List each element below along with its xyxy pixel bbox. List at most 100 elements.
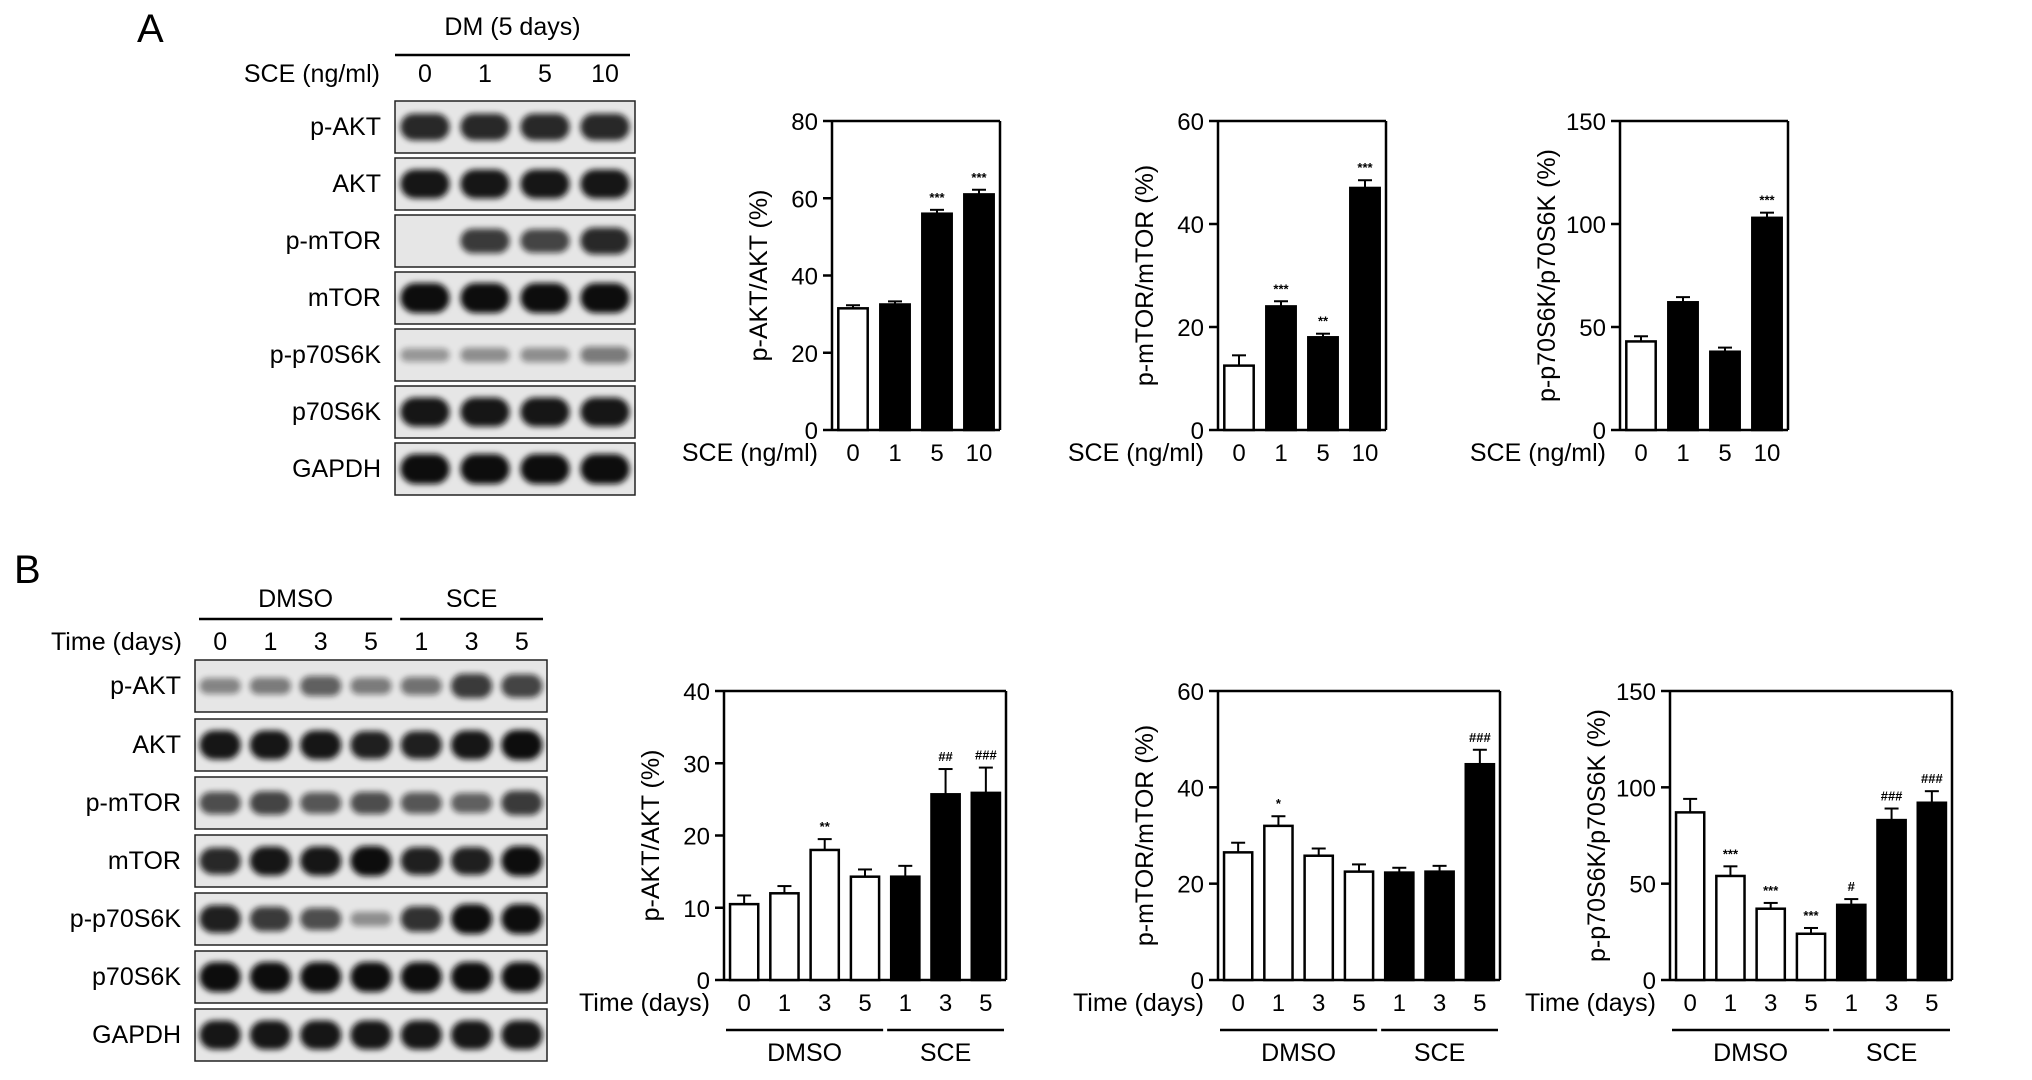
significance-mark: *** — [1273, 281, 1289, 296]
blot-row-label: GAPDH — [92, 1021, 181, 1049]
x-axis-label: Time (days) — [1525, 989, 1656, 1017]
blot-band — [400, 1020, 442, 1050]
y-tick-label: 150 — [1566, 109, 1606, 136]
blot-row-label: AKT — [332, 170, 381, 198]
x-tick-label: 5 — [1804, 990, 1817, 1017]
blot-band — [400, 113, 450, 141]
blot-lane-label: 1 — [478, 60, 492, 88]
blot-band — [460, 397, 510, 427]
y-tick-label: 20 — [1177, 315, 1204, 342]
blot-band — [199, 678, 241, 694]
y-tick-label: 0 — [1191, 968, 1204, 995]
blot-band — [350, 911, 392, 927]
blot-lane-label: 0 — [418, 60, 432, 88]
significance-mark: ### — [1881, 789, 1903, 804]
blot-lane-label: 5 — [515, 628, 529, 656]
group-label: SCE — [920, 1039, 971, 1067]
blot-band — [450, 904, 493, 934]
x-tick-label: 1 — [899, 990, 912, 1017]
x-tick-label: 1 — [1272, 990, 1285, 1017]
bar — [837, 307, 869, 432]
blot-band — [249, 1020, 292, 1050]
significance-mark: *** — [1763, 883, 1779, 898]
blot-row-label: AKT — [132, 731, 181, 759]
blot-band — [460, 283, 510, 313]
bar — [1263, 824, 1294, 982]
blot-band — [520, 283, 570, 313]
group-label: DMSO — [1261, 1039, 1336, 1067]
significance-mark: # — [1848, 879, 1856, 894]
blot-lane-label: 10 — [591, 60, 619, 88]
blot-band — [450, 730, 493, 760]
blot-band — [580, 283, 630, 313]
blot-band — [460, 454, 510, 484]
x-tick-label: 1 — [1676, 440, 1689, 467]
blot-band — [501, 674, 543, 698]
blot-band — [199, 847, 241, 875]
blot-band — [400, 677, 442, 695]
y-tick-label: 100 — [1566, 212, 1606, 239]
blot-band — [350, 962, 392, 992]
blot-band — [520, 454, 570, 484]
x-tick-label: 1 — [1845, 990, 1858, 1017]
y-tick-label: 10 — [683, 896, 710, 923]
significance-mark: *** — [1357, 160, 1373, 175]
blot-band — [249, 962, 292, 992]
bar — [1795, 932, 1827, 982]
y-axis-label: p-p70S6K/p70S6K (%) — [1583, 709, 1611, 962]
significance-mark: *** — [971, 170, 987, 185]
blot-row-label: p70S6K — [292, 398, 381, 426]
blot-group-label: SCE — [446, 585, 497, 613]
group-label: DMSO — [1713, 1039, 1788, 1067]
bar — [1625, 340, 1657, 432]
blot-band — [300, 675, 342, 697]
blot-band — [300, 962, 342, 992]
blot-row-label: p70S6K — [92, 963, 181, 991]
blot-band — [249, 791, 292, 815]
blot-band — [450, 1020, 493, 1050]
panel-letter-b: B — [14, 548, 41, 592]
x-tick-label: 1 — [888, 440, 901, 467]
bar — [963, 193, 995, 432]
x-tick-label: 5 — [1316, 440, 1329, 467]
significance-mark: ## — [938, 749, 953, 764]
bar — [1222, 851, 1254, 982]
bar — [970, 791, 1002, 982]
y-tick-label: 100 — [1616, 775, 1656, 802]
y-tick-label: 40 — [791, 264, 818, 291]
blot-row-label: p-mTOR — [86, 789, 181, 817]
blot-band — [350, 1020, 392, 1050]
y-tick-label: 20 — [1177, 872, 1204, 899]
blot-band — [400, 397, 450, 427]
blot-band — [300, 1020, 342, 1050]
blot-band — [460, 169, 510, 199]
x-tick-label: 0 — [1231, 990, 1244, 1017]
blot-lane-label: 0 — [213, 628, 227, 656]
blot-band — [520, 347, 570, 363]
blot-lane-label: 5 — [364, 628, 378, 656]
blot-band — [460, 113, 510, 141]
bar — [1424, 870, 1455, 982]
bar — [849, 875, 881, 982]
bar — [1916, 801, 1948, 982]
x-axis-label: Time (days) — [579, 989, 710, 1017]
blot-band — [350, 791, 392, 815]
blot-band — [580, 397, 630, 427]
blot-band — [501, 962, 543, 992]
blot-band — [501, 904, 543, 934]
blot-condition-label: Time (days) — [51, 628, 182, 656]
blot-band — [199, 1020, 241, 1050]
blot-band — [400, 283, 450, 313]
y-tick-label: 20 — [683, 824, 710, 851]
blot-row-label: p-p70S6K — [70, 905, 182, 933]
bar — [1307, 336, 1339, 432]
blot-row-label: mTOR — [108, 847, 181, 875]
blot-band — [249, 906, 292, 932]
significance-mark: *** — [929, 190, 945, 205]
blot-lane-label: 1 — [263, 628, 277, 656]
blot-band — [450, 847, 493, 875]
y-tick-label: 50 — [1579, 315, 1606, 342]
x-axis-label: SCE (ng/ml) — [1470, 439, 1606, 467]
blot-lane-label: 5 — [538, 60, 552, 88]
